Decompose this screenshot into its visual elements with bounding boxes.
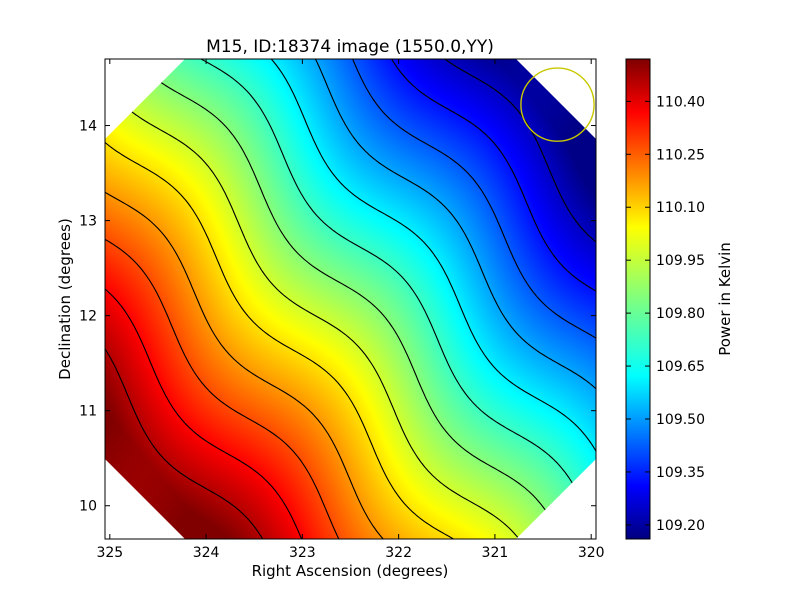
x-tick-label: 322: [385, 545, 412, 561]
colorbar-tick-label: 109.20: [656, 518, 705, 534]
y-tick-label: 10: [79, 499, 97, 515]
x-axis-label: Right Ascension (degrees): [252, 562, 449, 580]
colorbar-tick-label: 109.50: [656, 412, 705, 428]
x-axis-ticks: 325 324 323 322 321 320: [96, 59, 605, 561]
chart-title: M15, ID:18374 image (1550.0,YY): [206, 37, 494, 57]
y-tick-label: 14: [79, 119, 97, 135]
contour-line-12: [105, 348, 264, 539]
y-tick-label: 11: [79, 404, 97, 420]
y-tick-label: 12: [79, 309, 97, 325]
contour-line-10: [105, 238, 340, 539]
colorbar-ticks: 109.20 109.35 109.50 109.65 109.80 109.95 110.…: [626, 94, 705, 534]
x-tick-label: 320: [578, 545, 605, 561]
y-axis-label: Declination (degrees): [56, 218, 74, 380]
plot-frame: [104, 58, 597, 540]
x-tick-label: 321: [482, 545, 509, 561]
colorbar-tick-label: 110.40: [656, 94, 705, 110]
colorbar-tick-label: 110.25: [656, 147, 705, 163]
contour-line-9: [105, 191, 384, 539]
y-axis-ticks: 10 11 12 13 14: [79, 119, 596, 515]
contour-line-5: [200, 59, 596, 536]
colorbar-tick-label: 109.80: [656, 306, 705, 322]
colorbar-label: Power in Kelvin: [716, 242, 734, 356]
colorbar-tick-label: 109.95: [656, 253, 705, 269]
colorbar-gradient: [625, 58, 651, 540]
colorbar-tick-label: 109.65: [656, 359, 705, 375]
x-tick-label: 325: [96, 545, 123, 561]
colorbar: 109.20 109.35 109.50 109.65 109.80 109.95 110.…: [625, 58, 734, 540]
x-tick-label: 324: [193, 545, 220, 561]
y-tick-label: 13: [79, 214, 97, 230]
contour-line-1: [391, 59, 596, 293]
colorbar-tick-label: 110.10: [656, 200, 705, 216]
colorbar-tick-label: 109.35: [656, 465, 705, 481]
beam-circle-marker: [520, 67, 595, 142]
x-tick-label: 323: [289, 545, 316, 561]
contour-line-3: [315, 59, 596, 391]
contour-line-11: [105, 288, 303, 539]
heatmap-image: [105, 59, 596, 539]
contour-line-4: [270, 59, 596, 454]
contour-lines: [105, 59, 596, 539]
plot-area: [105, 59, 596, 539]
